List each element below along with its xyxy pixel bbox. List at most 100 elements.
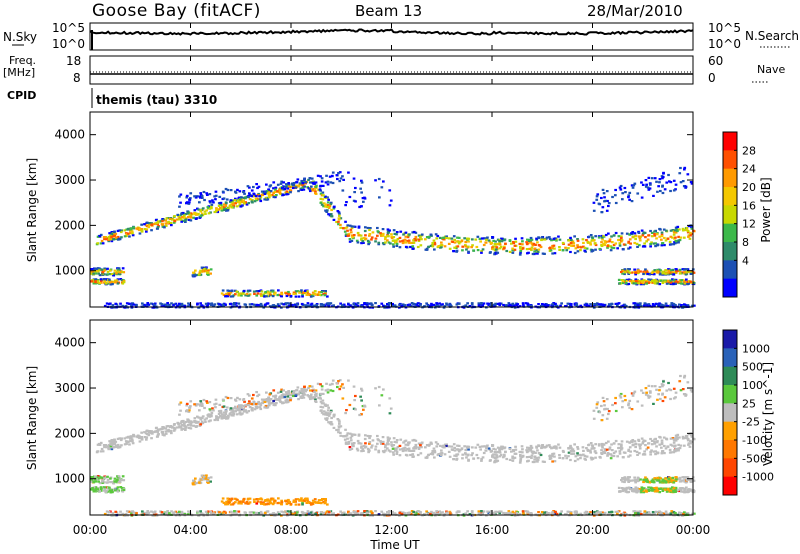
velocity-cell — [145, 436, 149, 439]
velocity-cell — [537, 452, 541, 455]
power-cell — [115, 270, 119, 274]
velocity-cell — [621, 488, 625, 491]
power-cell — [573, 251, 577, 255]
power-cell — [630, 184, 634, 187]
power-cell — [326, 201, 330, 204]
velocity-cell — [313, 498, 317, 501]
velocity-cell — [669, 490, 673, 493]
power-cell — [409, 304, 413, 307]
power-cell — [663, 280, 667, 283]
power-cell — [689, 272, 693, 275]
velocity-cell — [324, 411, 328, 414]
power-cell — [398, 236, 402, 239]
power-cell — [321, 191, 325, 194]
power-cell — [159, 302, 162, 305]
velocity-cell — [690, 435, 694, 438]
power-cell — [104, 282, 108, 285]
power-cell — [214, 190, 218, 193]
power-cell — [649, 229, 652, 233]
power-cell — [616, 304, 619, 307]
power-cell — [235, 199, 238, 202]
power-cell — [519, 247, 522, 250]
velocity-cell — [284, 500, 288, 503]
power-cell — [285, 183, 288, 186]
power-cell — [687, 282, 691, 285]
velocity-cell — [319, 383, 322, 386]
power-cell — [321, 198, 325, 201]
velocity-cell — [620, 448, 623, 451]
velocity-cell — [248, 406, 252, 409]
velocity-cell — [623, 476, 627, 479]
power-cell — [429, 304, 432, 308]
power-cell — [648, 304, 652, 307]
power-cell — [480, 302, 483, 305]
power-cell — [232, 204, 235, 207]
power-cell — [307, 178, 310, 181]
power-cell — [670, 302, 674, 305]
power-cell — [253, 292, 256, 295]
power-cell — [683, 270, 687, 274]
power-cell — [344, 234, 348, 237]
power-cell — [671, 268, 675, 271]
velocity-cell — [273, 499, 276, 502]
velocity-cell — [604, 441, 608, 445]
power-cell — [240, 294, 243, 297]
power-cell — [600, 244, 603, 247]
power-cell — [252, 185, 255, 189]
power-cell — [628, 198, 631, 201]
velocity-cell — [247, 404, 250, 407]
power-cell — [303, 185, 306, 188]
velocity-cell — [126, 440, 130, 443]
power-cell — [368, 302, 371, 305]
power-cell — [257, 304, 260, 307]
velocity-cell — [185, 402, 189, 405]
velocity-cell — [172, 429, 176, 432]
velocity-cell — [161, 433, 165, 436]
power-cell — [688, 237, 692, 240]
velocity-cell — [587, 443, 591, 446]
power-cell — [508, 239, 512, 242]
velocity-cell — [227, 501, 231, 504]
velocity-cell — [387, 511, 391, 514]
power-cell — [341, 175, 344, 178]
power-cell — [304, 304, 308, 307]
power-cell — [539, 245, 543, 249]
velocity-cell — [619, 446, 623, 449]
velocity-cell — [368, 436, 371, 440]
velocity-cell — [226, 417, 230, 420]
velocity-cell — [669, 451, 673, 454]
velocity-cell — [489, 459, 492, 462]
power-cell — [504, 304, 508, 307]
velocity-cell — [687, 442, 691, 445]
power-cell — [148, 222, 151, 225]
power-cell — [278, 305, 281, 308]
velocity-cell — [661, 383, 665, 387]
velocity-cell — [386, 436, 390, 439]
velocity-cell — [374, 445, 378, 448]
velocity-cell — [681, 388, 685, 391]
velocity-cell — [114, 489, 117, 492]
velocity-cell — [110, 443, 113, 446]
velocity-cell — [398, 514, 401, 517]
power-cell — [585, 239, 588, 242]
velocity-scatter-cells — [90, 374, 696, 517]
power-cell — [420, 233, 424, 236]
velocity-cell — [518, 461, 522, 464]
power-cell — [650, 235, 654, 238]
power-cell — [295, 181, 299, 184]
power-cell — [214, 198, 217, 201]
velocity-cell — [257, 400, 260, 404]
power-cell — [600, 236, 604, 239]
power-cell — [244, 196, 247, 199]
power-cell — [99, 268, 103, 271]
power-cell — [347, 234, 351, 237]
velocity-cell — [224, 412, 228, 415]
velocity-cell — [324, 413, 327, 416]
power-cell — [658, 302, 661, 305]
velocity-cell — [677, 443, 680, 446]
power-cell — [592, 239, 595, 242]
power-cell — [686, 231, 690, 234]
velocity-cell — [630, 392, 634, 395]
velocity-cell — [307, 501, 311, 504]
